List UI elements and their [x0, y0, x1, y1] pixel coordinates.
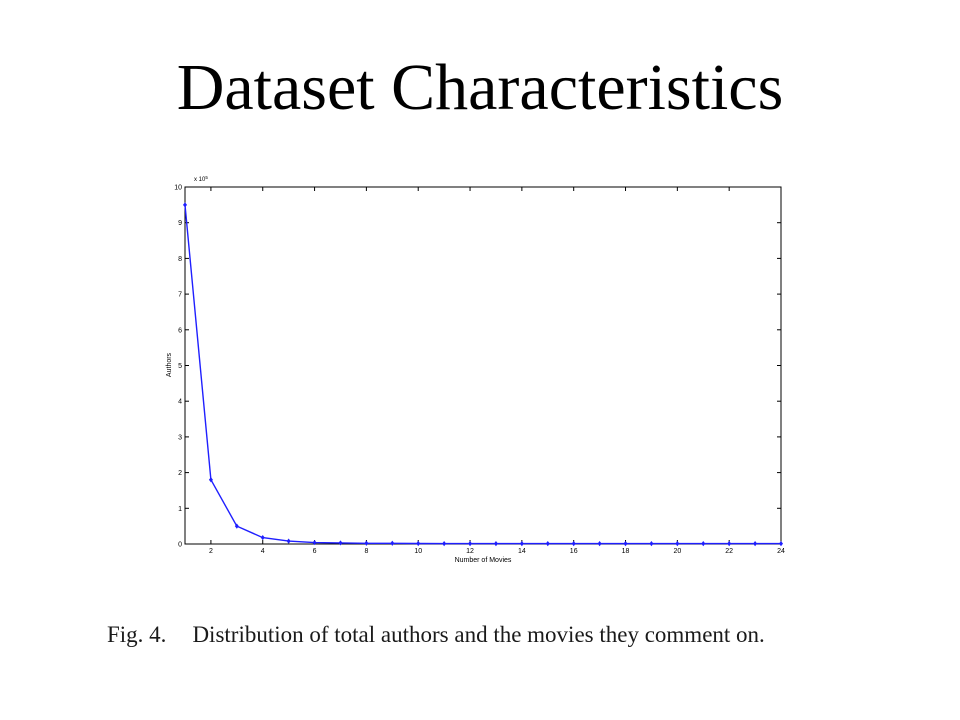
data-point — [493, 541, 498, 547]
data-point — [312, 539, 317, 546]
x-tick-label: 22 — [725, 548, 733, 555]
data-point — [545, 541, 550, 547]
data-point — [442, 541, 447, 547]
data-point — [286, 538, 291, 544]
data-point — [338, 540, 343, 546]
x-tick-label: 6 — [313, 548, 317, 555]
data-point — [364, 540, 369, 546]
y-tick-label: 3 — [178, 434, 182, 441]
data-point — [675, 541, 680, 547]
series-line — [184, 204, 781, 545]
data-point — [234, 523, 239, 529]
data-point — [597, 541, 602, 547]
data-point — [416, 540, 421, 547]
x-tick-label: 12 — [466, 548, 474, 555]
data-point — [571, 541, 576, 547]
x-tick-label: 16 — [570, 548, 578, 555]
data-point — [390, 540, 395, 546]
y-tick-label: 7 — [178, 292, 182, 299]
x-tick-label: 20 — [673, 548, 681, 555]
x-tick-label: 24 — [777, 548, 785, 555]
slide-title: Dataset Characteristics — [176, 51, 784, 124]
x-tick-label: 8 — [364, 548, 368, 555]
plot-frame — [184, 186, 782, 545]
y-multiplier-label: x 105 — [194, 175, 208, 183]
y-tick-label: 8 — [178, 256, 182, 263]
data-point — [701, 541, 706, 547]
y-tick-label: 6 — [178, 327, 182, 334]
caption-text: Distribution of total authors and the mo… — [192, 622, 765, 647]
x-tick-label: 4 — [261, 548, 265, 555]
data-point — [519, 541, 524, 547]
x-axis-label: Number of Movies — [455, 557, 512, 564]
x-tick-label: 18 — [622, 548, 630, 555]
data-point — [727, 541, 732, 547]
data-point — [623, 541, 628, 547]
y-tick-label: 4 — [178, 399, 182, 406]
x-tick-label: 2 — [209, 548, 213, 555]
caption-prefix: Fig. 4. — [107, 622, 167, 647]
data-point — [649, 541, 654, 547]
data-point — [260, 534, 265, 541]
y-tick-label: 5 — [178, 363, 182, 370]
data-point — [753, 541, 758, 547]
y-tick-label: 0 — [178, 542, 182, 549]
y-axis-label: Authors — [166, 352, 173, 377]
data-point — [208, 477, 213, 483]
y-tick-label: 2 — [178, 470, 182, 477]
figure-caption: Fig. 4. Distribution of total authors and… — [107, 622, 867, 648]
data-point — [468, 541, 473, 547]
x-tick-label: 14 — [518, 548, 526, 555]
y-tick-label: 1 — [178, 506, 182, 513]
x-tick-label: 10 — [414, 548, 422, 555]
y-tick-label: 9 — [178, 220, 182, 227]
data-point — [779, 541, 783, 547]
data-point — [183, 202, 187, 208]
y-tick-label: 10 — [174, 185, 182, 192]
series-markers — [183, 202, 783, 547]
